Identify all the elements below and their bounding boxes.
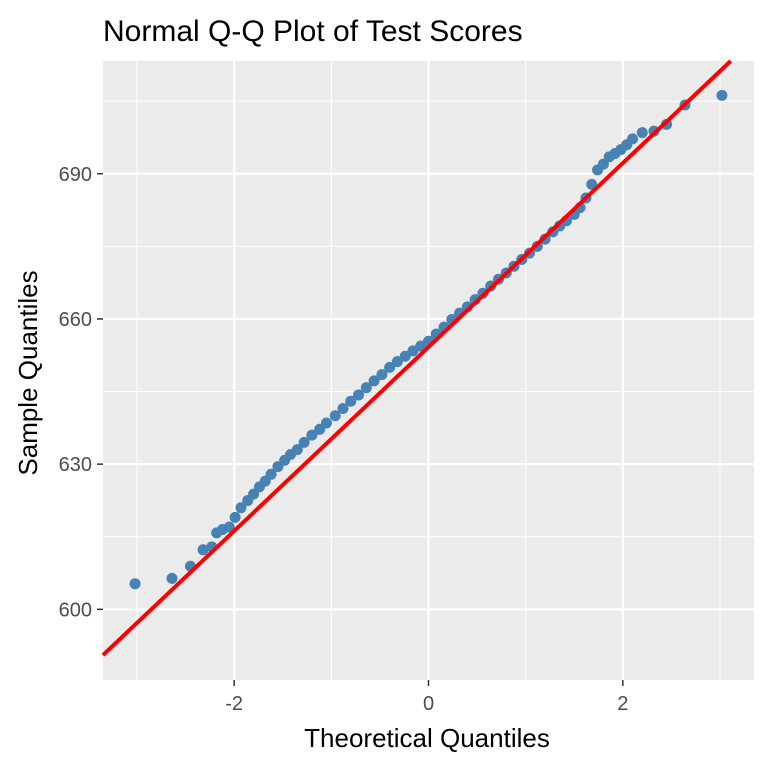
data-point	[306, 429, 318, 441]
reference-line	[101, 59, 733, 657]
reference-line-group	[101, 59, 733, 657]
x-tick-label: -2	[225, 693, 243, 715]
data-point	[235, 502, 247, 514]
data-point	[223, 521, 235, 533]
data-point	[298, 436, 310, 448]
chart-title: Normal Q-Q Plot of Test Scores	[103, 15, 523, 48]
x-tick-label: 2	[617, 693, 628, 715]
x-axis-label: Theoretical Quantiles	[304, 723, 550, 753]
data-point	[627, 133, 639, 145]
y-tick-label: 600	[59, 599, 92, 621]
x-tick-label: 0	[423, 693, 434, 715]
data-point	[291, 444, 303, 456]
data-point	[229, 511, 241, 523]
y-axis-label: Sample Quantiles	[13, 270, 43, 475]
y-axis: 600 630 660 690	[59, 164, 103, 621]
data-point	[636, 127, 648, 139]
data-point	[329, 410, 341, 422]
y-tick-label: 630	[59, 454, 92, 476]
data-point	[716, 89, 728, 101]
data-point	[345, 395, 357, 407]
data-point	[384, 361, 396, 373]
data-point	[586, 178, 598, 190]
data-point	[353, 389, 365, 401]
data-point	[320, 417, 332, 429]
data-point	[399, 350, 411, 362]
data-point	[337, 402, 349, 414]
data-point	[265, 468, 277, 480]
data-points	[129, 89, 728, 590]
data-point	[360, 382, 372, 394]
data-point	[376, 369, 388, 381]
data-point	[166, 572, 178, 584]
data-point	[391, 356, 403, 368]
x-axis: -2 0 2	[225, 680, 628, 715]
data-point	[197, 544, 209, 556]
data-point	[368, 375, 380, 387]
data-point	[129, 578, 141, 590]
y-tick-label: 690	[59, 164, 92, 186]
y-tick-label: 660	[59, 309, 92, 331]
